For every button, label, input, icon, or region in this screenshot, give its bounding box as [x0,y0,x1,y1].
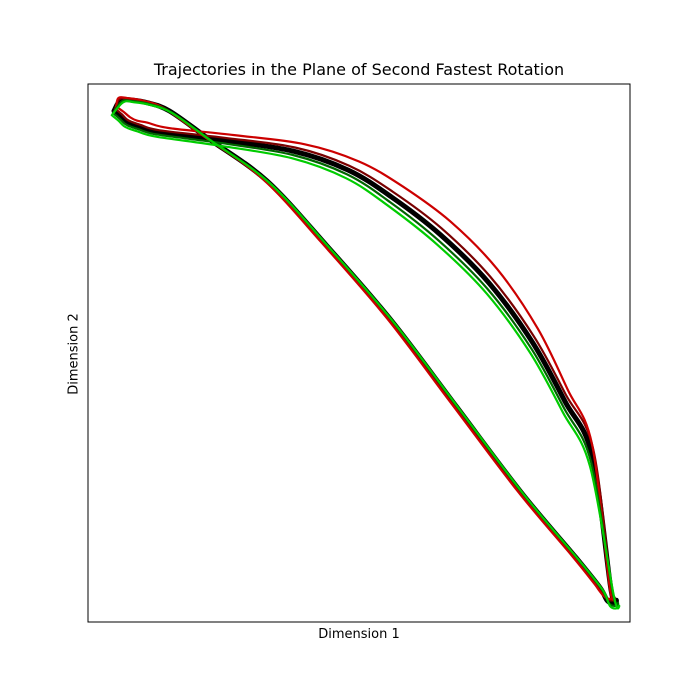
x-axis-label: Dimension 1 [318,627,400,642]
chart-title: Trajectories in the Plane of Second Fast… [153,60,565,79]
trajectory-line-5 [110,100,621,610]
axes-frame [87,83,631,623]
trajectory-line-4 [111,99,620,607]
series-layer [110,96,621,610]
y-axis-label: Dimension 2 [66,313,82,395]
